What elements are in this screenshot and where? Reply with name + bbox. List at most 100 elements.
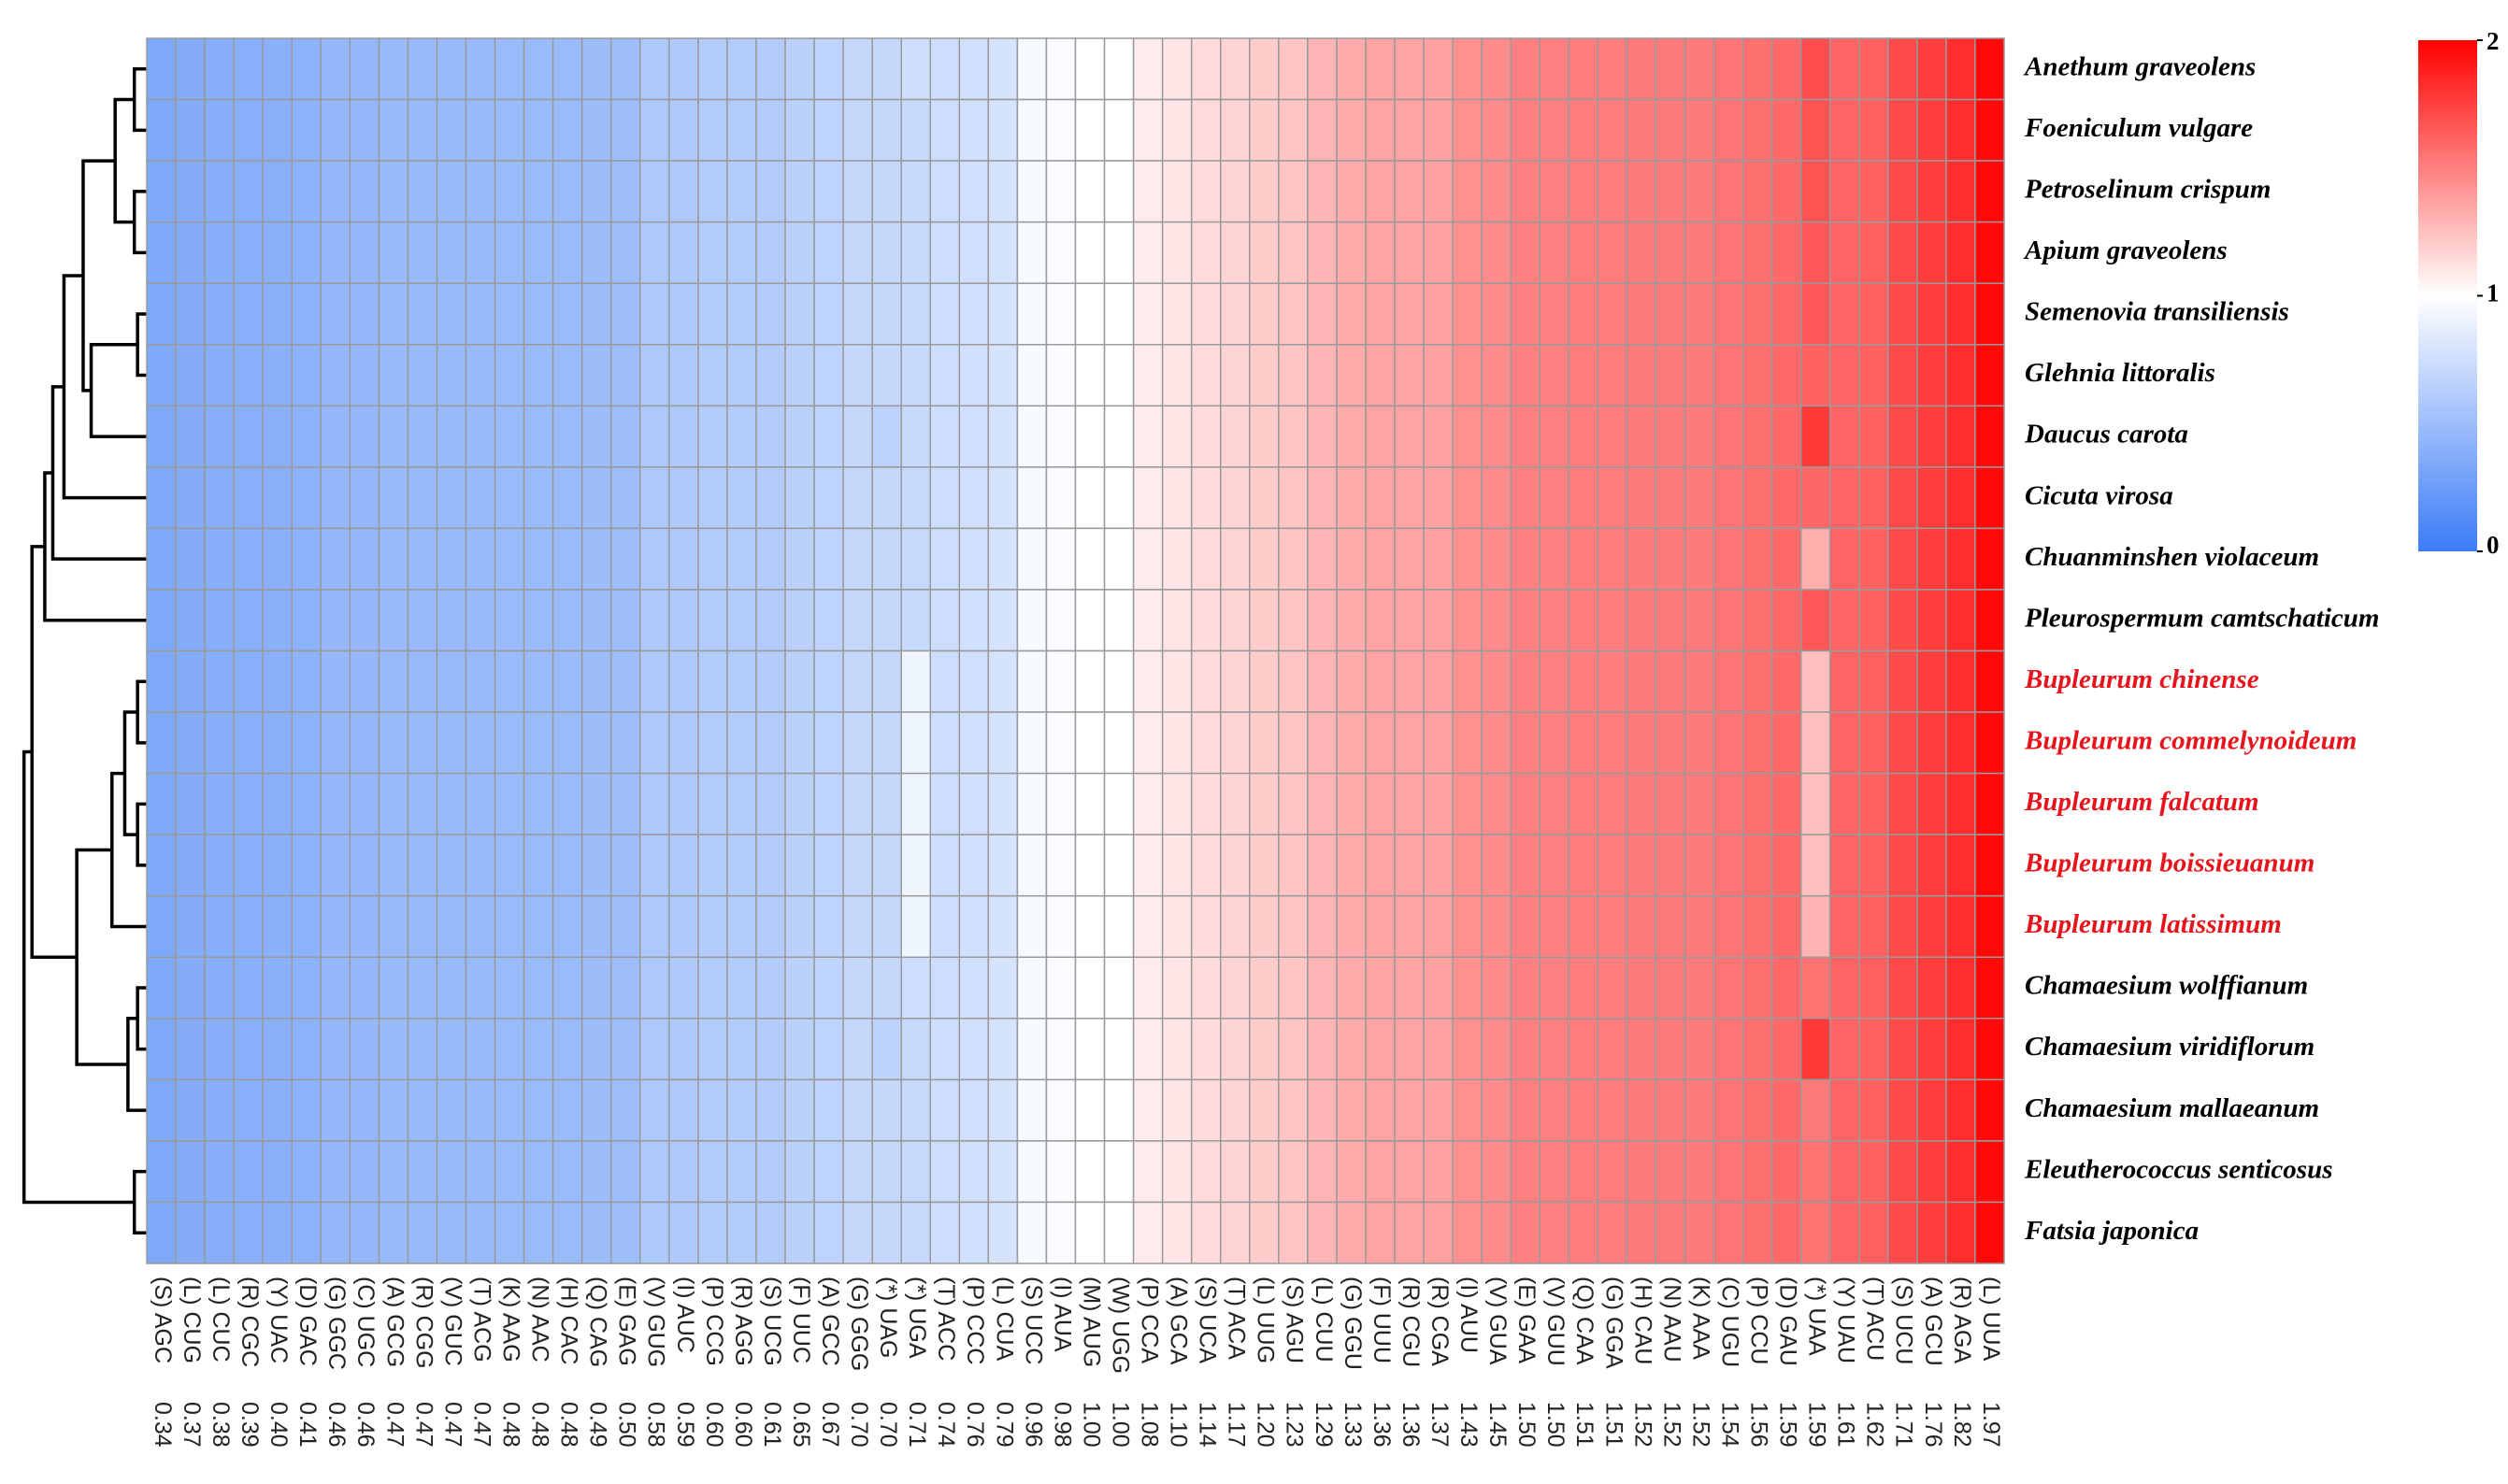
heatmap-cell [349, 1201, 380, 1264]
heatmap-cell [1365, 282, 1396, 346]
heatmap-cell [494, 405, 525, 468]
heatmap-cell [204, 405, 235, 468]
heatmap-cell [1655, 527, 1686, 591]
heatmap-cell [813, 98, 844, 162]
heatmap-cell [1626, 834, 1657, 897]
heatmap-cell [1219, 894, 1251, 959]
heatmap-cell [697, 405, 728, 468]
heatmap-cell [1858, 527, 1889, 591]
heatmap-cell [1828, 344, 1860, 407]
heatmap-cell [146, 1201, 177, 1264]
heatmap-cell [1539, 405, 1570, 468]
column-mean-label: 1.43 [1455, 1402, 1482, 1448]
heatmap-cell [1626, 37, 1657, 101]
heatmap-cell [552, 711, 583, 775]
heatmap-cell [1916, 589, 1947, 652]
heatmap-cell [1045, 221, 1077, 284]
column-label: (D) GAU [1775, 1277, 1801, 1366]
heatmap-cell [1132, 589, 1164, 652]
heatmap-cell [1016, 772, 1048, 835]
heatmap-cell [175, 1078, 206, 1142]
heatmap-cell [929, 894, 961, 959]
heatmap-cell [494, 589, 525, 652]
heatmap-cell [1916, 772, 1947, 835]
heatmap-cell [1278, 834, 1309, 897]
heatmap-cell [958, 466, 990, 530]
heatmap-cell [233, 405, 264, 468]
heatmap-cell [1684, 37, 1715, 101]
heatmap-cell [1045, 1078, 1077, 1142]
heatmap-cell [1887, 344, 1918, 407]
heatmap-cell [1916, 160, 1947, 223]
heatmap-cell [1452, 589, 1483, 652]
heatmap-cell [958, 772, 990, 835]
column-label: (S) UCG [759, 1277, 785, 1366]
heatmap-cell [610, 894, 641, 959]
heatmap-cell [320, 160, 351, 223]
heatmap-cell [1219, 160, 1251, 223]
heatmap-cell [1016, 834, 1048, 897]
heatmap-cell [175, 466, 206, 530]
heatmap-cell [639, 37, 670, 101]
heatmap-cell [1510, 37, 1541, 101]
heatmap-cell [1597, 956, 1628, 1020]
heatmap-cell [1539, 956, 1570, 1020]
heatmap-cell [1452, 221, 1483, 284]
row-label: Chuanminshen violaceum [2025, 542, 2319, 572]
heatmap-cell [900, 466, 932, 530]
heatmap-cell [987, 1018, 1019, 1081]
heatmap-cell [1684, 221, 1715, 284]
heatmap-cell [1219, 834, 1251, 897]
heatmap-cell [668, 711, 699, 775]
heatmap-cell [900, 894, 932, 959]
heatmap-cell [610, 98, 641, 162]
heatmap-cell [349, 344, 380, 407]
column-mean-label: 0.47 [410, 1402, 437, 1448]
heatmap-cell [1770, 282, 1802, 346]
heatmap-cell [233, 589, 264, 652]
heatmap-cell [320, 37, 351, 101]
heatmap-cell [1568, 405, 1599, 468]
heatmap-cell [1190, 344, 1222, 407]
heatmap-cell [1394, 1018, 1425, 1081]
heatmap-cell [291, 589, 322, 652]
heatmap-cell [987, 834, 1019, 897]
column-label: (*) UGA [904, 1277, 930, 1359]
heatmap-cell [1626, 221, 1657, 284]
column-label: (R) CGU [1397, 1277, 1424, 1367]
colorbar [2418, 40, 2477, 551]
heatmap-cell [1626, 1018, 1657, 1081]
heatmap-cell [1828, 1018, 1860, 1081]
heatmap-cell [697, 527, 728, 591]
column-label: (L) CUC [208, 1277, 234, 1363]
heatmap-cell [1365, 1140, 1396, 1204]
heatmap-cell [378, 1201, 409, 1264]
heatmap-cell [1539, 1018, 1570, 1081]
heatmap-cell [1858, 1018, 1889, 1081]
heatmap-cell [871, 344, 902, 407]
dendrogram-branch [132, 1169, 147, 1234]
heatmap-cell [204, 527, 235, 591]
heatmap-cell [1365, 1018, 1396, 1081]
heatmap-cell [1278, 1078, 1309, 1142]
heatmap-cell [175, 834, 206, 897]
heatmap-cell [1016, 956, 1048, 1020]
heatmap-cell [1161, 221, 1193, 284]
heatmap-cell [146, 649, 177, 713]
heatmap-cell [958, 221, 990, 284]
heatmap-cell [494, 894, 525, 959]
heatmap-cell [523, 98, 554, 162]
heatmap-cell [233, 37, 264, 101]
heatmap-cell [639, 1140, 670, 1204]
heatmap-cell [1394, 649, 1425, 713]
heatmap-cell [1452, 1140, 1483, 1204]
heatmap-cell [407, 834, 438, 897]
heatmap-cell [1597, 160, 1628, 223]
heatmap-cell [233, 282, 264, 346]
heatmap-cell [1713, 37, 1744, 101]
heatmap-cell [1307, 1078, 1338, 1142]
heatmap-cell [755, 282, 786, 346]
heatmap-cell [1684, 1140, 1715, 1204]
heatmap-cell [320, 405, 351, 468]
heatmap-cell [175, 282, 206, 346]
